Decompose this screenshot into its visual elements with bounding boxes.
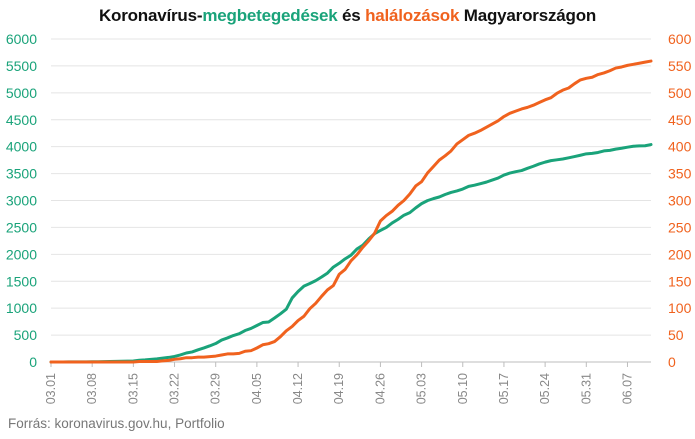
x-axis-ticks: 03.01 03.08 03.15 03.22 03.29 04.05 04.12 04.19… [44, 361, 651, 404]
y-left-tick-label: 1000 [6, 300, 37, 316]
cases-line [49, 143, 653, 364]
y-right-tick-label: 550 [668, 58, 692, 74]
x-tick-label: 03.29 [209, 373, 223, 404]
y-right-tick-label: 500 [668, 85, 692, 101]
x-tick-label: 03.08 [85, 373, 99, 404]
x-tick-label: 04.12 [291, 373, 305, 404]
y-right-tick-label: 250 [668, 219, 692, 235]
y-axis-right-ticks: 0 50 100 150 200 250 300 350 400 450 500 550 600 [668, 31, 692, 370]
y-left-tick-label: 3500 [6, 166, 37, 182]
y-left-tick-label: 4000 [6, 139, 37, 155]
y-right-tick-label: 150 [668, 273, 692, 289]
y-right-tick-label: 600 [668, 31, 692, 47]
gridlines [51, 38, 651, 363]
x-tick-label: 05.03 [415, 373, 429, 404]
x-tick-label: 06.07 [620, 373, 634, 404]
deaths-line [49, 59, 653, 364]
title-connector: és [337, 6, 366, 25]
y-left-tick-label: 5000 [6, 85, 37, 101]
y-right-tick-label: 450 [668, 112, 692, 128]
x-tick-label: 05.17 [497, 373, 511, 404]
title-prefix: Koronavírus- [98, 6, 203, 25]
y-left-tick-label: 0 [29, 354, 37, 370]
y-right-tick-label: 100 [668, 300, 692, 316]
x-tick-label: 04.26 [373, 373, 387, 404]
title-cases-word: megbetegedések [202, 6, 338, 25]
source-note: Forrás: koronavirus.gov.hu, Portfolio [8, 416, 225, 431]
x-tick-label: 03.15 [126, 373, 140, 404]
y-right-tick-label: 0 [668, 354, 676, 370]
y-right-tick-label: 200 [668, 246, 692, 262]
x-tick-label: 04.19 [332, 373, 346, 404]
chart-title: Koronavírus-megbetegedések és halálozáso… [0, 6, 695, 26]
title-suffix: Magyarországon [459, 6, 597, 25]
y-left-tick-label: 500 [14, 327, 38, 343]
x-tick-label: 03.01 [44, 373, 58, 404]
y-left-tick-label: 2500 [6, 219, 37, 235]
x-tick-label: 05.24 [538, 373, 552, 404]
y-right-tick-label: 50 [668, 327, 684, 343]
y-axis-left-ticks: 0 500 1000 1500 2000 2500 3000 3500 4000 4500 5000… [6, 31, 37, 370]
x-tick-label: 05.31 [579, 373, 593, 404]
x-tick-label: 03.22 [168, 373, 182, 404]
y-left-tick-label: 5500 [6, 58, 37, 74]
y-left-tick-label: 2000 [6, 246, 37, 262]
y-left-tick-label: 4500 [6, 112, 37, 128]
series-lines [49, 59, 653, 364]
y-left-tick-label: 3000 [6, 193, 37, 209]
y-right-tick-label: 400 [668, 139, 692, 155]
x-tick-label: 05.10 [456, 373, 470, 404]
title-deaths-word: halálozások [365, 6, 460, 25]
x-tick-label: 04.05 [250, 373, 264, 404]
y-right-tick-label: 300 [668, 193, 692, 209]
y-left-tick-label: 6000 [6, 31, 37, 47]
y-right-tick-label: 350 [668, 166, 692, 182]
y-left-tick-label: 1500 [6, 273, 37, 289]
